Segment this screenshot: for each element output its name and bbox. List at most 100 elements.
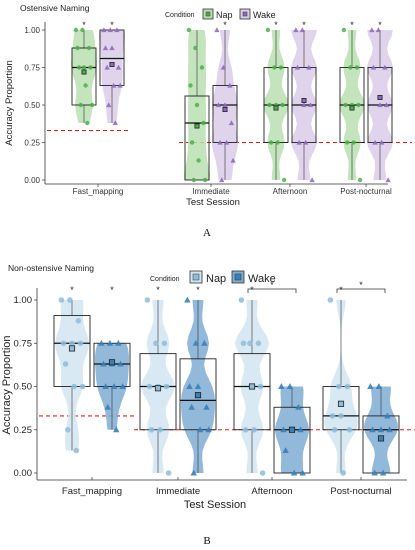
significance-star: * — [302, 20, 306, 30]
data-point-nap — [67, 297, 73, 303]
violin-nap — [71, 30, 97, 123]
significance-star: * — [350, 20, 354, 30]
mean-marker-nap — [81, 69, 87, 75]
data-point-wake — [377, 426, 385, 433]
y-tick-label: 0.25 — [24, 139, 40, 148]
x-tick-label: Post-nocturnal — [330, 486, 391, 497]
significance-star: * — [110, 285, 114, 295]
data-point-nap — [186, 27, 192, 33]
data-point-wake — [215, 102, 222, 108]
data-point-wake — [299, 469, 306, 476]
data-point-wake — [106, 339, 114, 346]
panel-a-plot-area: * * * * * * * — [47, 20, 412, 183]
significance-star: * — [378, 20, 382, 30]
data-point-wake — [293, 27, 299, 33]
data-point-wake — [186, 383, 193, 390]
data-point-wake — [301, 102, 307, 108]
panel-b-title: Non-ostensive Naming — [8, 263, 94, 273]
legend-label-wake-a: Wake — [253, 10, 276, 20]
data-point-wake — [110, 82, 117, 88]
mean-marker-nap — [349, 105, 355, 111]
data-point-wake — [113, 426, 120, 433]
x-tick-label: Immediate — [156, 486, 200, 497]
legend-key-nap-b-mark — [192, 273, 200, 281]
data-point-wake — [107, 27, 114, 33]
data-point-wake — [384, 412, 391, 419]
panel-b-plot-area: * * * * * * * * — [39, 280, 415, 476]
data-point-nap — [189, 140, 195, 145]
data-point-wake — [220, 64, 227, 70]
x-tick-label: Afternoon — [251, 486, 292, 497]
data-point-nap — [202, 177, 208, 183]
data-point-wake — [194, 383, 202, 390]
data-point-wake — [299, 27, 306, 33]
data-point-wake — [110, 383, 118, 390]
data-point-nap — [351, 140, 356, 145]
significance-star: * — [339, 285, 343, 295]
data-point-nap — [75, 318, 82, 324]
data-point-wake — [296, 139, 302, 145]
y-tick-label: 0.50 — [14, 382, 33, 393]
data-point-nap — [144, 297, 151, 303]
data-point-nap — [251, 427, 257, 433]
box-wake — [99, 29, 125, 86]
legend-label-nap-b: Nap — [206, 273, 226, 285]
mean-marker-nap — [248, 383, 256, 390]
box-nap — [184, 95, 210, 181]
mean-marker-wake — [109, 62, 115, 67]
data-point-wake — [378, 139, 385, 145]
data-point-wake — [104, 403, 111, 410]
mean-marker-wake — [108, 359, 116, 366]
data-point-wake — [370, 64, 377, 70]
panel-b-y-ticks: 0.00 0.25 0.50 0.75 1.00 — [14, 295, 37, 479]
violin-nap — [55, 300, 89, 451]
data-point-wake — [203, 403, 210, 410]
data-point-wake — [115, 64, 122, 70]
data-point-nap — [81, 65, 87, 70]
data-point-nap — [148, 427, 155, 433]
data-point-nap — [58, 297, 65, 303]
data-point-nap — [76, 65, 82, 70]
data-point-nap — [86, 45, 92, 51]
data-point-nap — [146, 383, 153, 390]
mean-marker-nap — [154, 385, 162, 392]
mean-marker-nap — [337, 400, 345, 407]
data-point-wake — [106, 102, 112, 108]
data-point-nap — [281, 177, 287, 183]
data-point-nap — [89, 102, 95, 108]
y-tick-label: 0.25 — [14, 425, 33, 436]
data-point-wake — [227, 82, 233, 88]
data-point-wake — [217, 139, 223, 145]
data-point-wake — [214, 27, 220, 33]
data-point-wake — [290, 469, 298, 476]
legend-key-nap-a-mark — [205, 11, 211, 17]
data-point-wake — [192, 339, 200, 346]
data-point-nap — [83, 83, 88, 88]
x-tick-label: Post-nocturnal — [340, 187, 392, 196]
data-point-nap — [346, 427, 353, 433]
data-point-nap — [341, 27, 347, 33]
data-point-wake — [102, 45, 109, 51]
data-point-nap — [60, 340, 67, 347]
data-point-wake — [228, 120, 235, 126]
y-tick-label: 0.75 — [14, 338, 33, 349]
mean-marker-wake — [377, 435, 385, 442]
mean-marker-nap — [68, 345, 76, 352]
data-point-wake — [286, 383, 294, 390]
significance-bracket — [336, 288, 386, 293]
bracket-star: * — [359, 280, 363, 290]
legend-key-wake-b-mark — [234, 273, 242, 281]
data-point-wake — [372, 139, 378, 145]
data-point-nap — [329, 413, 336, 419]
data-point-nap — [193, 45, 198, 51]
data-point-wake — [222, 102, 228, 108]
data-point-nap — [199, 65, 205, 70]
data-point-wake — [282, 447, 289, 454]
data-point-nap — [268, 140, 274, 145]
legend-label-wake-b: Wake — [248, 273, 276, 285]
panel-b-legend-title: Condition — [150, 276, 180, 283]
panel-a-y-axis-title: Accuracy Proportion — [4, 60, 15, 146]
data-point-nap — [78, 102, 84, 108]
data-point-nap — [201, 120, 206, 126]
